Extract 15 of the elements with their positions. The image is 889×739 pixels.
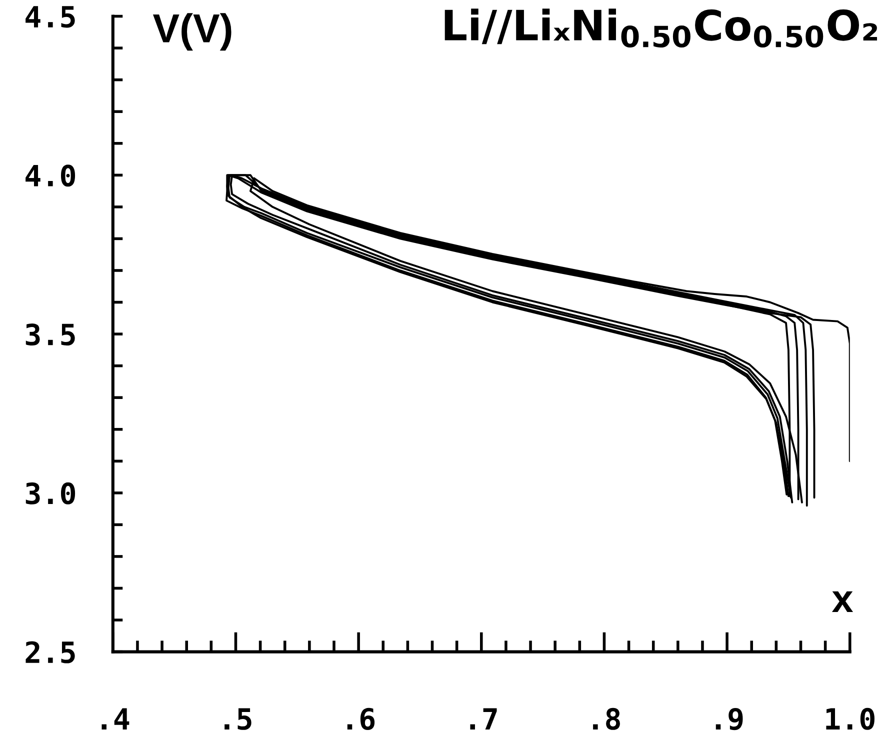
- y-tick-label: 3.5: [26, 323, 75, 346]
- x-tick-label: .5: [224, 708, 252, 730]
- x-tick-label: .9: [716, 708, 743, 730]
- y-tick-label: 4.5: [26, 6, 75, 28]
- x-tick-label: .8: [593, 708, 620, 730]
- x-tick-label: .7: [470, 708, 497, 730]
- x-tick-label: 1.0: [826, 708, 874, 730]
- x-tick-label: .4: [102, 708, 130, 730]
- chart-title: Li//LiₓNi$_{0.50}$Co$_{0.50}$O₂: [444, 8, 878, 48]
- x-axis-title: x: [832, 591, 854, 612]
- y-axis-title: V(V): [152, 13, 232, 51]
- y-tick-label: 2.5: [26, 641, 75, 664]
- x-tick-label: .6: [347, 708, 375, 730]
- y-tick-label: 3.0: [26, 482, 76, 504]
- y-tick-label: 4.0: [26, 164, 76, 187]
